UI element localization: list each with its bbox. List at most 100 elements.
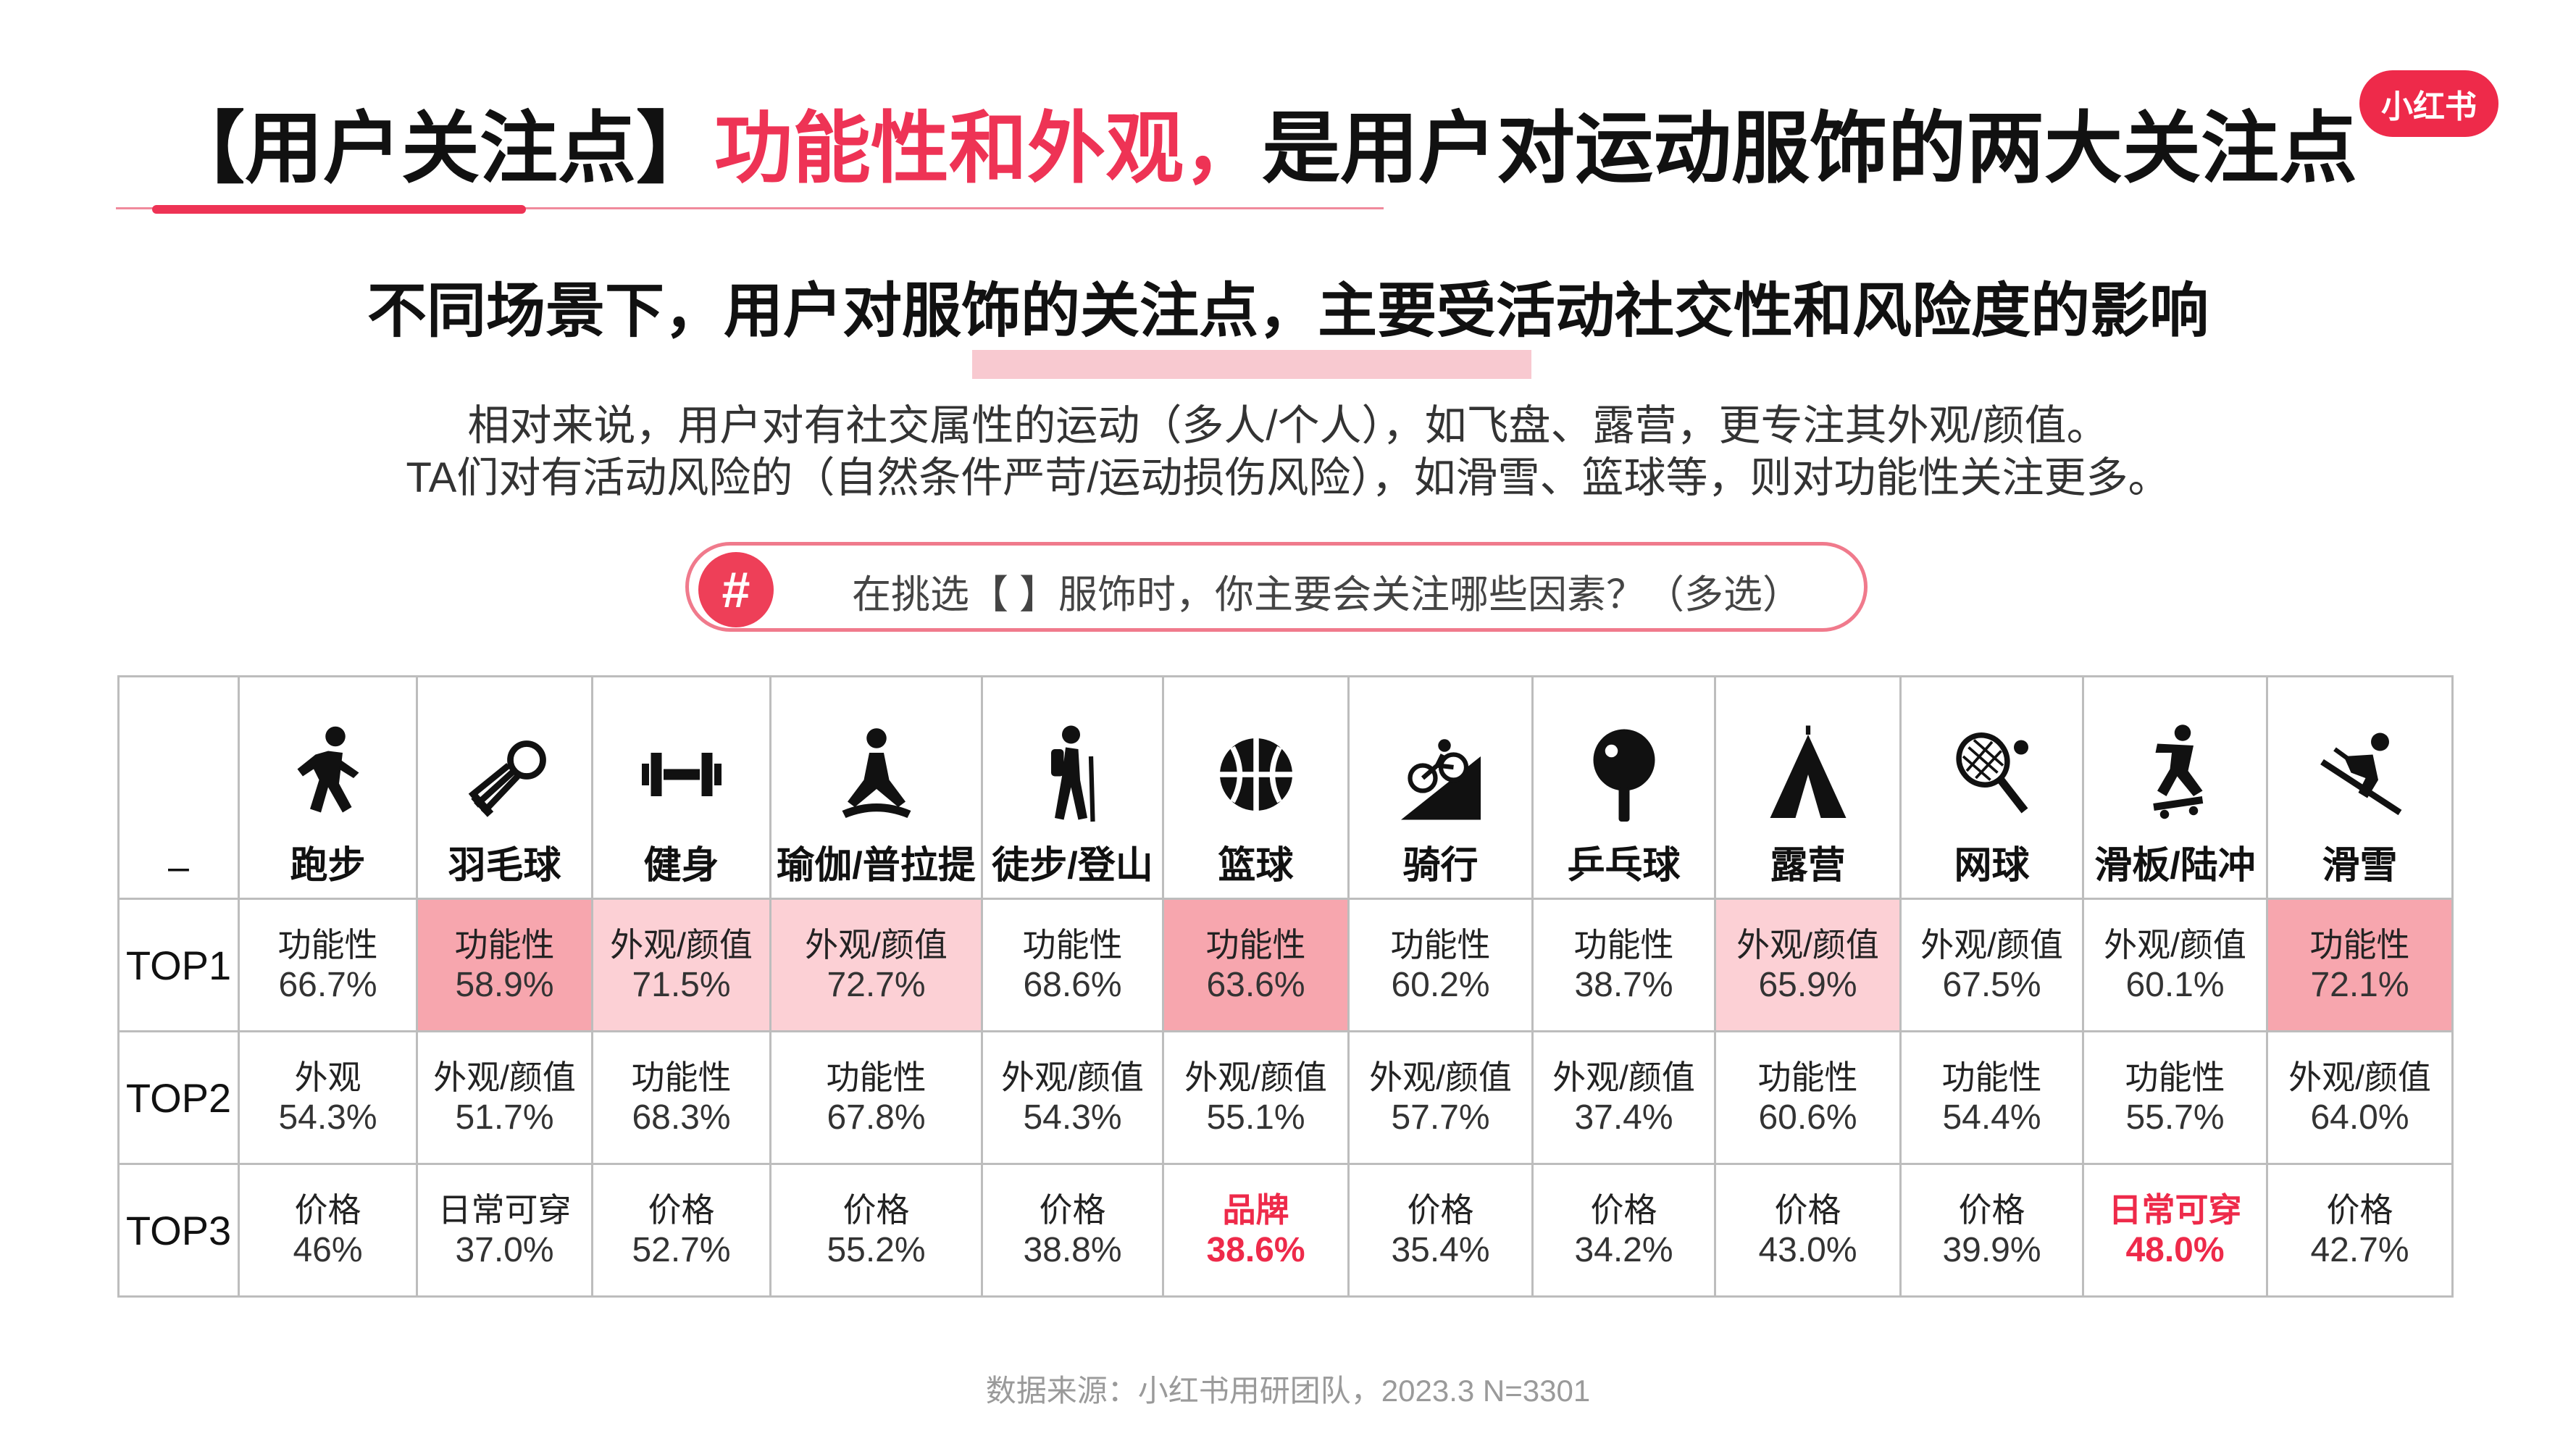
cell-label: 价格 [294, 1191, 361, 1229]
cell-value: 57.7% [1391, 1098, 1490, 1137]
cell-value: 37.0% [455, 1231, 554, 1269]
cell-value: 38.6% [1206, 1231, 1305, 1269]
rank-label: TOP2 [125, 1074, 232, 1121]
cell-value: 71.5% [632, 966, 731, 1004]
cell-value: 55.1% [1206, 1098, 1305, 1137]
table-cell: 外观/颜值 72.7% [769, 898, 983, 1032]
cell-value: 60.1% [2125, 966, 2225, 1004]
hashtag-icon: # [698, 552, 774, 627]
tennis-icon [1955, 732, 2028, 814]
table-cell-highlight: 日常可穿 48.0% [2082, 1163, 2268, 1298]
cell-label: 外观/颜值 [1001, 1058, 1144, 1096]
sport-name: 骑行 [1402, 845, 1479, 887]
rank-cell: TOP2 [117, 1030, 240, 1165]
cycling-icon [1400, 739, 1481, 820]
sport-header: 滑板/陆冲 [2082, 675, 2268, 900]
cell-value: 72.7% [827, 966, 926, 1004]
sport-header: 跑步 [238, 675, 418, 900]
cell-label: 功能性 [277, 926, 378, 964]
table-cell: 外观 54.3% [238, 1030, 418, 1165]
table-cell: 功能性 67.8% [769, 1030, 983, 1165]
table-row: TOP1 功能性 66.7% 功能性 58.9% 外观/颜值 71.5% 外观/颜值 7… [117, 898, 2454, 1032]
table-cell: 价格 46% [238, 1163, 418, 1298]
rank-label: TOP3 [125, 1207, 232, 1253]
description-line-1: 相对来说，用户对有社交属性的运动（多人/个人），如飞盘、露营，更专注其外观/颜值… [467, 402, 2109, 449]
cell-label: 价格 [1590, 1191, 1657, 1229]
cell-label: 外观/颜值 [433, 1058, 576, 1096]
sport-header: 篮球 [1162, 675, 1350, 900]
rank-cell: TOP1 [117, 898, 240, 1032]
table-cell: 价格 34.2% [1531, 1163, 1716, 1298]
cell-value: 54.3% [1023, 1098, 1122, 1137]
cell-label: 外观/颜值 [610, 926, 753, 964]
cell-value: 54.4% [1942, 1098, 2041, 1137]
cell-value: 54.3% [278, 1098, 377, 1137]
sport-header: 乒乓球 [1531, 675, 1716, 900]
table-cell: 外观/颜值 55.1% [1162, 1030, 1350, 1165]
sport-header: 滑雪 [2266, 675, 2454, 900]
sport-name: 徒步/登山 [992, 845, 1153, 887]
cell-value: 55.2% [827, 1231, 926, 1269]
dumbbell-icon [641, 753, 722, 796]
survey-table: – 跑步 羽毛球 健身 瑜伽/普拉提 徒步/登山 篮球 骑行 乒乓球 露营 [117, 675, 2454, 1298]
sport-name: 滑雪 [2322, 845, 2398, 887]
cell-label: 日常可穿 [438, 1191, 572, 1229]
cell-label: 日常可穿 [2108, 1191, 2242, 1229]
table-cell: 价格 39.9% [1899, 1163, 2084, 1298]
subtitle-highlight-bar [972, 350, 1531, 379]
cell-label: 外观/颜值 [805, 926, 948, 964]
cell-value: 58.9% [455, 966, 554, 1004]
table-cell: 功能性 58.9% [416, 898, 593, 1032]
cell-value: 38.8% [1023, 1231, 1122, 1269]
table-cell: 价格 38.8% [981, 1163, 1164, 1298]
cell-label: 外观/颜值 [2288, 1058, 2431, 1096]
cell-value: 60.6% [1758, 1098, 1857, 1137]
title-underline-accent [152, 205, 526, 214]
table-cell: 外观/颜值 67.5% [1899, 898, 2084, 1032]
ping-pong-icon [1593, 729, 1655, 822]
cell-label: 外观 [294, 1058, 361, 1096]
cell-label: 价格 [1407, 1191, 1474, 1229]
corner-dash: – [168, 846, 189, 888]
cell-label: 外观/颜值 [1736, 926, 1879, 964]
cell-value: 52.7% [632, 1231, 731, 1269]
cell-value: 63.6% [1206, 966, 1305, 1004]
sport-name: 健身 [643, 845, 719, 887]
cell-value: 66.7% [278, 966, 377, 1004]
cell-label: 功能性 [826, 1058, 927, 1096]
running-icon [297, 726, 359, 813]
table-cell: 价格 35.4% [1347, 1163, 1534, 1298]
cell-label: 价格 [648, 1191, 715, 1229]
cell-value: 51.7% [455, 1098, 554, 1137]
cell-value: 65.9% [1758, 966, 1857, 1004]
cell-value: 42.7% [2310, 1231, 2409, 1269]
cell-label: 功能性 [1022, 926, 1123, 964]
cell-value: 67.8% [827, 1098, 926, 1137]
cell-value: 38.7% [1574, 966, 1673, 1004]
cell-value: 60.2% [1391, 966, 1490, 1004]
table-cell-highlight: 品牌 38.6% [1162, 1163, 1350, 1298]
sport-header: 网球 [1899, 675, 2084, 900]
table-cell: 价格 43.0% [1714, 1163, 1902, 1298]
sport-name: 篮球 [1218, 845, 1294, 887]
sport-header: 徒步/登山 [981, 675, 1164, 900]
table-cell: 外观/颜值 65.9% [1714, 898, 1902, 1032]
table-row: TOP3 价格 46% 日常可穿 37.0% 价格 52.7% 价格 55.2% 价格 3… [117, 1163, 2454, 1298]
skateboard-icon [2152, 724, 2203, 819]
cell-label: 外观/颜值 [1552, 1058, 1695, 1096]
cell-value: 72.1% [2310, 966, 2409, 1004]
cell-value: 39.9% [1942, 1231, 2041, 1269]
sport-header: 羽毛球 [416, 675, 593, 900]
cell-label: 价格 [1039, 1191, 1106, 1229]
corner-cell: – [117, 675, 240, 900]
question-text: 在挑选【 】服饰时，你主要会关注哪些因素？（多选） [852, 573, 1802, 617]
cell-label: 功能性 [2309, 926, 2410, 964]
table-cell: 外观/颜值 60.1% [2082, 898, 2268, 1032]
sport-name: 露营 [1770, 845, 1846, 887]
page-title: 【用户关注点】功能性和外观，是用户对运动服饰的两大关注点 [167, 85, 2357, 199]
table-cell: 外观/颜值 57.7% [1347, 1030, 1534, 1165]
cell-value: 67.5% [1942, 966, 2041, 1004]
cell-value: 68.6% [1023, 966, 1122, 1004]
cell-value: 43.0% [1758, 1231, 1857, 1269]
sport-name: 羽毛球 [448, 845, 561, 887]
